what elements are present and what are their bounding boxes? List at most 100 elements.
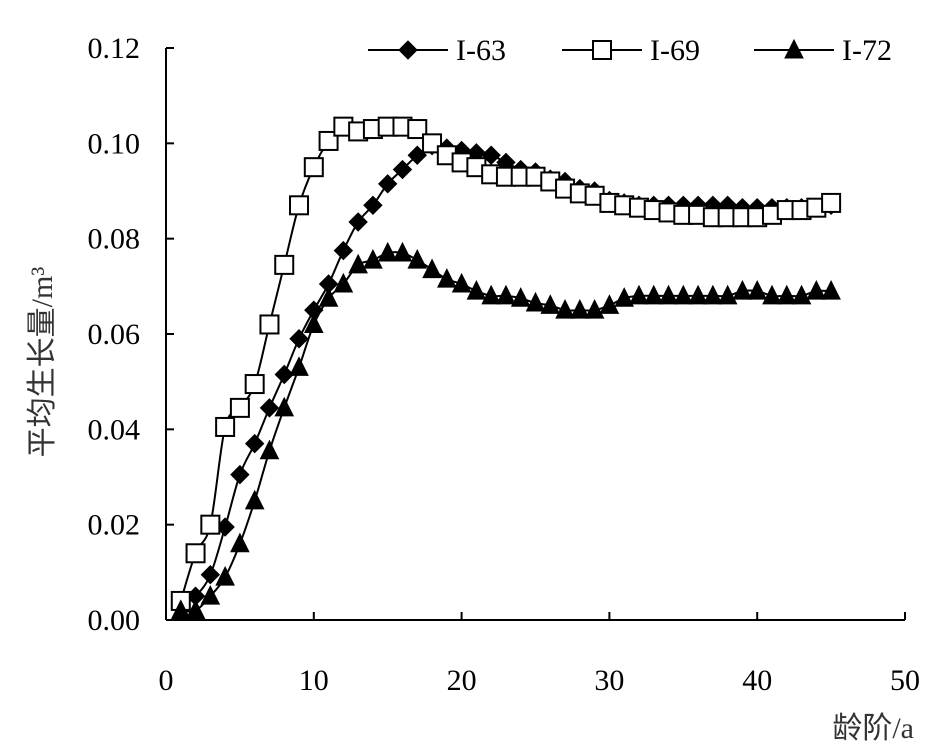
marker-open-square	[244, 374, 265, 395]
x-tick-label: 0	[159, 664, 174, 697]
marker-diamond	[289, 329, 309, 349]
x-tick-label: 40	[742, 664, 772, 697]
marker-open-square	[259, 314, 280, 335]
marker-diamond	[200, 565, 221, 585]
marker-open-square	[229, 397, 250, 418]
marker-triangle	[259, 439, 280, 460]
marker-triangle	[806, 279, 827, 300]
marker-open-square	[185, 543, 206, 564]
marker-triangle	[555, 299, 575, 319]
marker-diamond	[333, 240, 354, 261]
marker-triangle	[407, 248, 428, 269]
marker-triangle	[451, 272, 472, 293]
marker-open-square	[318, 130, 339, 151]
x-tick-label: 30	[594, 664, 624, 697]
series-layer	[170, 116, 842, 619]
marker-triangle	[466, 279, 487, 300]
marker-diamond	[244, 433, 265, 454]
marker-diamond	[377, 174, 398, 194]
marker-triangle	[348, 253, 368, 274]
marker-triangle	[732, 279, 753, 300]
marker-triangle	[747, 279, 768, 300]
series-line	[180, 251, 832, 613]
marker-triangle	[244, 489, 265, 510]
marker-diamond	[398, 40, 418, 60]
marker-triangle	[274, 396, 295, 417]
marker-triangle	[717, 284, 738, 305]
marker-triangle	[496, 284, 516, 305]
marker-diamond	[274, 364, 294, 385]
legend-item: I-72	[754, 34, 892, 67]
y-axis-label: 平均生长量/m³	[26, 267, 59, 458]
y-tick-label: 0.04	[88, 413, 141, 446]
marker-triangle	[762, 284, 782, 305]
marker-triangle	[540, 294, 561, 314]
marker-diamond	[230, 464, 250, 485]
marker-triangle	[303, 313, 324, 333]
marker-open-square	[289, 195, 310, 216]
marker-triangle	[614, 287, 634, 307]
x-tick-label: 50	[890, 664, 920, 697]
marker-open-square	[592, 40, 612, 60]
legend-label: I-63	[456, 34, 506, 67]
axes: 0.00 0.02 0.04 0.06 0.08 0.10 0.12 0 10 20 30 40 50	[88, 32, 921, 697]
marker-triangle	[821, 279, 841, 300]
marker-open-square	[407, 119, 428, 140]
marker-diamond	[363, 195, 383, 216]
marker-triangle	[784, 38, 804, 59]
marker-triangle	[481, 284, 501, 305]
series-line	[179, 125, 832, 602]
marker-triangle	[377, 241, 398, 262]
marker-triangle	[289, 356, 309, 376]
marker-triangle	[570, 299, 590, 319]
marker-triangle	[215, 565, 235, 586]
marker-triangle	[776, 284, 797, 305]
marker-triangle	[629, 284, 649, 305]
marker-triangle	[333, 272, 354, 293]
y-tick-label: 0.08	[88, 223, 141, 256]
marker-triangle	[673, 284, 694, 305]
y-tick-label: 0.06	[88, 318, 141, 351]
marker-triangle	[437, 268, 457, 288]
y-tick-label: 0.00	[88, 604, 141, 637]
legend: I-63 I-69 I-72	[368, 34, 892, 67]
marker-triangle	[318, 287, 339, 307]
marker-triangle	[200, 585, 221, 605]
x-axis-label: 龄阶/a	[832, 712, 914, 745]
marker-triangle	[643, 284, 664, 305]
marker-diamond	[348, 212, 368, 232]
marker-triangle	[658, 284, 679, 305]
marker-triangle	[584, 299, 605, 319]
marker-triangle	[185, 599, 206, 619]
marker-triangle	[363, 248, 383, 269]
x-tick-label: 20	[447, 664, 477, 697]
marker-open-square	[200, 514, 221, 535]
marker-triangle	[791, 284, 812, 305]
x-tick-label: 10	[299, 664, 329, 697]
y-tick-label: 0.12	[88, 32, 141, 65]
legend-item: I-69	[562, 34, 700, 67]
marker-triangle	[703, 284, 723, 305]
series-I-69	[170, 116, 842, 611]
marker-triangle	[230, 532, 250, 553]
y-tick-label: 0.02	[88, 509, 141, 542]
legend-label: I-69	[650, 34, 700, 67]
marker-open-square	[422, 133, 443, 154]
marker-triangle	[599, 294, 620, 314]
legend-label: I-72	[842, 34, 892, 67]
marker-open-square	[303, 157, 324, 178]
marker-diamond	[259, 398, 280, 418]
marker-diamond	[481, 145, 501, 165]
series-I-72	[170, 241, 841, 619]
marker-open-square	[274, 254, 295, 275]
marker-triangle	[688, 284, 708, 305]
marker-triangle	[422, 258, 442, 279]
legend-item: I-63	[368, 34, 506, 67]
marker-diamond	[392, 159, 413, 180]
marker-triangle	[170, 599, 191, 619]
marker-triangle	[525, 291, 546, 312]
y-tick-label: 0.10	[88, 127, 141, 160]
marker-open-square	[215, 416, 236, 437]
marker-open-square	[821, 192, 842, 213]
